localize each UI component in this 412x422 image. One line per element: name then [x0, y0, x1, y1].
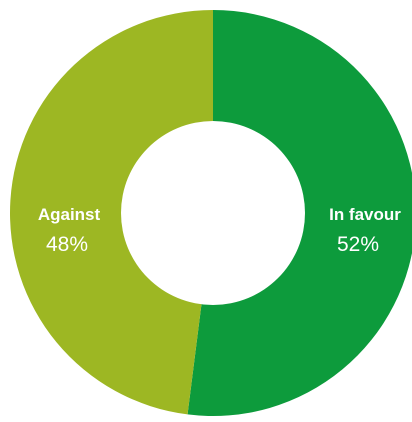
slice-value-against: 48% — [46, 233, 88, 256]
slice-label-in-favour: In favour — [329, 205, 401, 224]
slice-value-in-favour: 52% — [337, 233, 379, 256]
slice-against — [9, 10, 214, 415]
donut-labels: In favour 52% Against 48% — [38, 205, 401, 256]
slice-label-against: Against — [38, 205, 101, 224]
donut-hole — [121, 121, 305, 305]
